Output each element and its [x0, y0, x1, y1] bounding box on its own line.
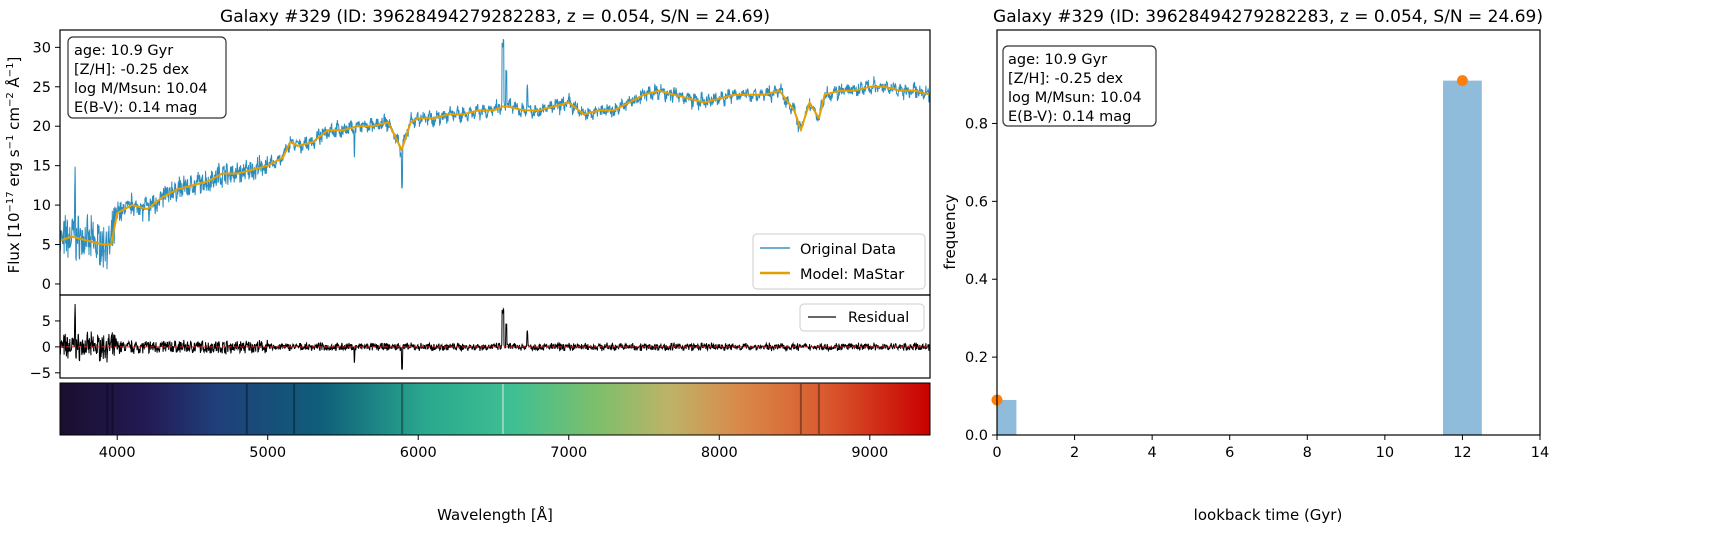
flux-label-part: Flux [10	[5, 213, 23, 274]
residual-axes-frame	[59, 294, 931, 379]
flux-tick-label: 25	[33, 80, 51, 96]
flux-label-part: erg s	[5, 149, 23, 191]
sfh-title: Galaxy #329 (ID: 39628494279282283, z = …	[993, 7, 1543, 27]
annotation-age: age: 10.9 Gyr	[74, 43, 173, 59]
residual-panel: −5 0 5	[30, 294, 931, 382]
wavelength-tick-label: 8000	[701, 445, 738, 461]
flux-tick-label: 30	[33, 40, 51, 56]
flux-label-part: −17	[5, 191, 16, 212]
wavelength-tick-label: 9000	[851, 445, 888, 461]
sfh-x-tick-label: 2	[1070, 445, 1079, 461]
wavelength-tick-label: 6000	[400, 445, 437, 461]
sfh-annotation-age: age: 10.9 Gyr	[1008, 52, 1107, 68]
wavelength-tick-label: 4000	[99, 445, 136, 461]
sfh-y-tick-label: 0.4	[965, 272, 988, 288]
legend-label-model: Model: MaStar	[800, 267, 904, 283]
sfh-x-tick-label: 12	[1453, 445, 1471, 461]
flux-tick-label: 5	[42, 238, 51, 254]
sfh-annotation-mass: log M/Msun: 10.04	[1008, 90, 1142, 106]
sfh-parameters-box: age: 10.9 Gyr [Z/H]: -0.25 dex log M/Msu…	[1002, 45, 1157, 127]
sfh-bar	[1443, 80, 1482, 435]
sfh-axes-frame	[996, 29, 1541, 436]
annotation-ebv: E(B-V): 0.14 mag	[74, 100, 197, 116]
flux-label-part: −2	[5, 92, 16, 107]
colorbar-gradient	[59, 382, 931, 436]
flux-label-part: −1	[5, 62, 16, 77]
flux-axis-label: Flux [10−17 erg s−1 cm−2 Å−1]	[4, 57, 23, 274]
wavelength-axis-label: Wavelength [Å]	[437, 505, 553, 524]
annotation-metallicity: [Z/H]: -0.25 dex	[74, 62, 190, 78]
sfh-annotation-ebv: E(B-V): 0.14 mag	[1008, 109, 1131, 125]
sfh-bar	[997, 399, 1017, 435]
wavelength-tick-label: 7000	[550, 445, 587, 461]
sfh-x-tick-label: 10	[1376, 445, 1394, 461]
flux-label-part: −1	[5, 135, 16, 150]
model-line	[59, 85, 931, 246]
spectrum-title: Galaxy #329 (ID: 39628494279282283, z = …	[220, 7, 770, 27]
sfh-x-tick-label: 8	[1303, 445, 1312, 461]
parameters-box: age: 10.9 Gyr [Z/H]: -0.25 dex log M/Msu…	[67, 36, 227, 119]
sfh-y-tick-label: 0.8	[965, 116, 988, 132]
sfh-panel: 0 2 4 6 8 10 12 14 0.0 0.2 0.4 0.6 0.8	[965, 29, 1549, 461]
wavelength-tick-label: 5000	[249, 445, 286, 461]
wavelength-colorbar: 4000 5000 6000 7000 8000 9000	[59, 382, 931, 461]
legend-label-residual: Residual	[848, 310, 909, 326]
residual-tick-label: 5	[42, 314, 51, 330]
flux-tick-label: 0	[42, 277, 51, 293]
sfh-x-tick-label: 4	[1148, 445, 1157, 461]
sfh-x-axis-label: lookback time (Gyr)	[1194, 506, 1343, 524]
sfh-x-tick-label: 0	[992, 445, 1001, 461]
flux-label-part: ]	[5, 57, 23, 63]
sfh-y-tick-label: 0.0	[965, 428, 988, 444]
flux-tick-label: 20	[33, 119, 51, 135]
sfh-point	[1456, 75, 1468, 87]
flux-tick-label: 10	[33, 198, 51, 214]
spectrum-legend[interactable]: Original Data Model: MaStar	[752, 233, 926, 290]
flux-tick-label: 15	[33, 159, 51, 175]
sfh-x-tick-label: 6	[1225, 445, 1234, 461]
sfh-y-axis-label: frequency	[941, 194, 959, 269]
sfh-x-tick-label: 14	[1531, 445, 1549, 461]
residual-tick-label: −5	[30, 366, 51, 382]
sfh-y-tick-label: 0.2	[965, 350, 988, 366]
flux-label-part: cm	[5, 107, 23, 135]
residual-tick-label: 0	[42, 340, 51, 356]
sfh-annotation-metallicity: [Z/H]: -0.25 dex	[1008, 71, 1124, 87]
flux-label-part: Å	[4, 76, 23, 92]
residual-legend[interactable]: Residual	[799, 303, 925, 332]
sfh-y-tick-label: 0.6	[965, 194, 988, 210]
annotation-mass: log M/Msun: 10.04	[74, 81, 208, 97]
legend-label-original: Original Data	[800, 242, 896, 258]
